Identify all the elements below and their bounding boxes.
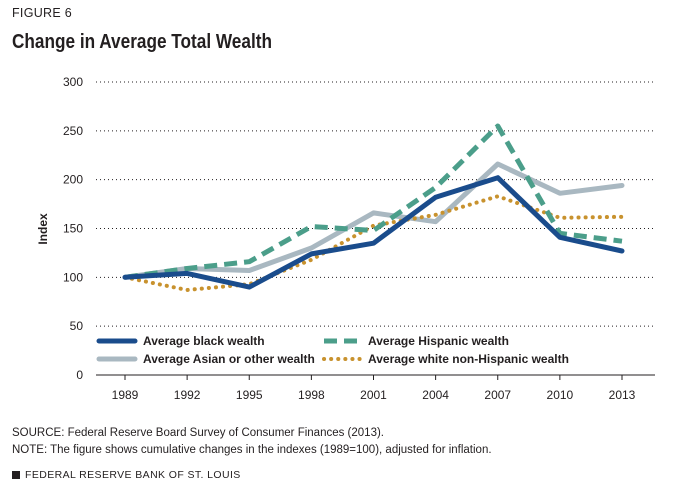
axes: 0 50 100 150 200 250 300 1989 1992 1995 1998 2001 20…	[63, 75, 655, 402]
y-tick-label: 0	[76, 368, 83, 382]
figure-label: FIGURE 6	[12, 6, 73, 20]
legend-label: Average Hispanic wealth	[368, 334, 509, 348]
x-tick-label: 1998	[298, 388, 325, 402]
series-line	[122, 175, 625, 290]
y-tick-label: 100	[63, 270, 83, 284]
legend-label: Average Asian or other wealth	[143, 352, 315, 366]
y-tick-label: 300	[63, 75, 83, 89]
x-tick-label: 1989	[112, 388, 139, 402]
x-tick-label: 2007	[484, 388, 511, 402]
y-axis-label: Index	[36, 213, 50, 245]
legend-label: Average black wealth	[143, 334, 265, 348]
series-line	[124, 123, 623, 280]
x-tick-label: 1992	[174, 388, 201, 402]
legend: Average black wealth Average Hispanic wea…	[96, 334, 569, 366]
series-line	[123, 194, 624, 292]
x-tick-label: 1995	[236, 388, 263, 402]
x-tick-label: 2010	[547, 388, 574, 402]
y-tick-label: 250	[63, 124, 83, 138]
x-tick-label: 2001	[360, 388, 387, 402]
y-tick-label: 50	[70, 319, 84, 333]
x-tick-label: 2004	[422, 388, 449, 402]
footer-square-icon	[12, 471, 20, 479]
footer-text: FEDERAL RESERVE BANK OF ST. LOUIS	[25, 469, 241, 481]
line-chart: 0 50 100 150 200 250 300 1989 1992 1995 1998 2001 20…	[36, 75, 655, 402]
chart-title: Change in Average Total Wealth	[12, 31, 272, 53]
note-text: NOTE: The figure shows cumulative change…	[12, 444, 492, 456]
series-line	[122, 161, 625, 280]
y-tick-label: 200	[63, 173, 83, 187]
source-text: SOURCE: Federal Reserve Board Survey of …	[12, 427, 384, 439]
y-tick-label: 150	[63, 222, 83, 236]
footer: FEDERAL RESERVE BANK OF ST. LOUIS	[12, 469, 241, 481]
source-note: SOURCE: Federal Reserve Board Survey of …	[12, 425, 492, 459]
series-layer	[122, 123, 625, 292]
x-tick-label: 2013	[609, 388, 636, 402]
legend-label: Average white non-Hispanic wealth	[368, 352, 569, 366]
